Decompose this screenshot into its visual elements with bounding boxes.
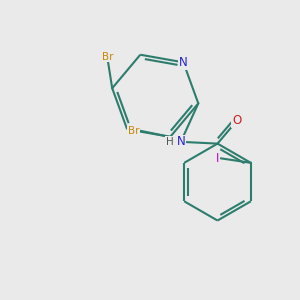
Text: Br: Br: [128, 126, 139, 136]
Text: H: H: [166, 137, 173, 147]
Text: O: O: [232, 114, 242, 128]
Text: N: N: [179, 56, 188, 69]
Text: N: N: [176, 135, 185, 148]
Text: Br: Br: [102, 52, 113, 61]
Text: I: I: [216, 152, 219, 165]
